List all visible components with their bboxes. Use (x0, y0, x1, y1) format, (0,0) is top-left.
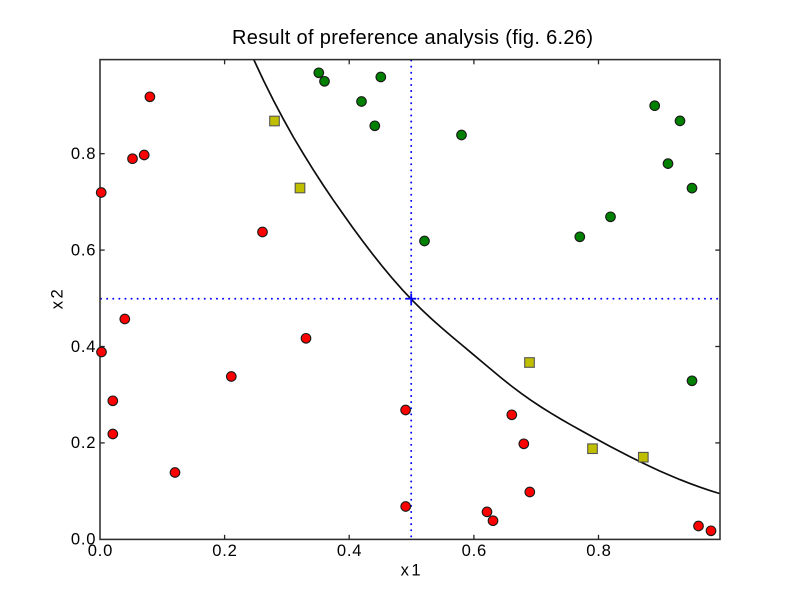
svg-text:0.0: 0.0 (71, 530, 96, 549)
svg-text:0.8: 0.8 (586, 541, 611, 560)
svg-text:0.6: 0.6 (71, 240, 96, 259)
svg-text:0.4: 0.4 (337, 541, 362, 560)
svg-text:0.0: 0.0 (88, 541, 113, 560)
svg-text:x2: x2 (47, 289, 66, 309)
svg-text:x1: x1 (401, 560, 421, 579)
svg-text:0.8: 0.8 (71, 144, 96, 163)
svg-text:0.2: 0.2 (71, 433, 96, 452)
svg-text:0.6: 0.6 (462, 541, 487, 560)
svg-text:0.2: 0.2 (212, 541, 237, 560)
svg-text:Result of preference analysis: Result of preference analysis (fig. 6.26… (232, 27, 593, 49)
svg-text:0.4: 0.4 (71, 337, 96, 356)
